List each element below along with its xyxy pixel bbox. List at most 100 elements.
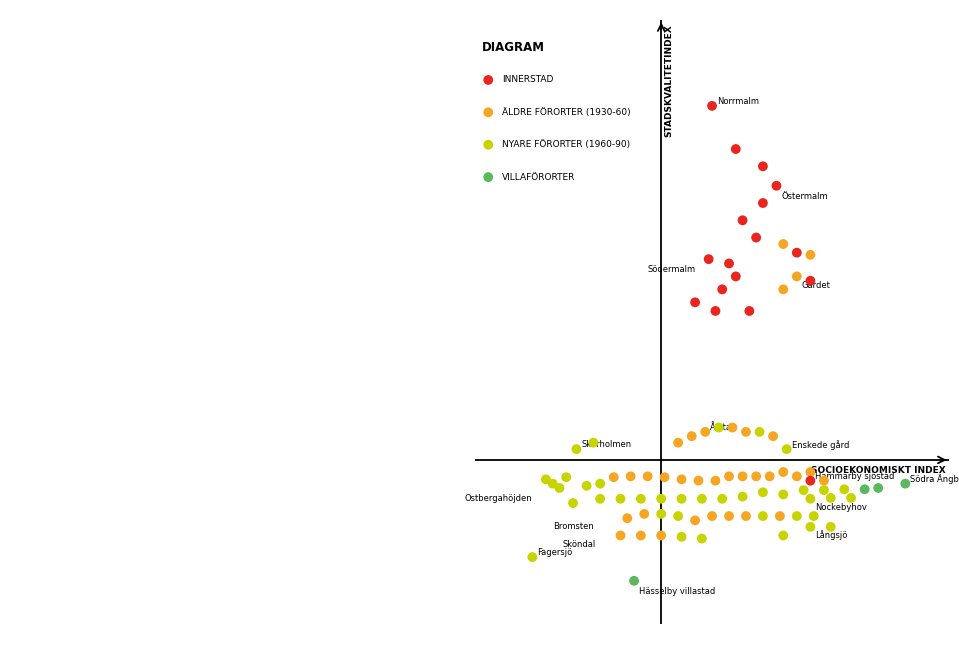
Text: Enskede gård: Enskede gård [792,440,849,450]
Text: Skärholmen: Skärholmen [581,440,632,449]
Point [714,493,730,504]
Text: Bromsten: Bromsten [552,523,594,531]
Point [593,493,608,504]
Point [623,471,639,482]
Point [789,471,805,482]
Text: Östermalm: Östermalm [782,192,829,201]
Point [545,478,560,489]
Point [697,426,713,437]
Point [653,493,668,504]
Text: INNERSTAD: INNERSTAD [502,75,553,84]
Point [480,107,496,118]
Text: Hässelby villastad: Hässelby villastad [639,587,715,596]
Point [653,530,668,541]
Point [776,467,791,477]
Text: Ostbergahöjden: Ostbergahöjden [464,494,532,503]
Point [725,422,740,433]
Text: DIAGRAM: DIAGRAM [481,41,545,54]
Point [748,232,763,242]
Text: Nockebyhov: Nockebyhov [815,503,867,512]
Text: Årsta: Årsta [711,423,733,432]
Point [735,215,750,226]
Point [728,271,743,281]
Point [674,493,690,504]
Point [898,478,913,489]
Point [756,511,771,521]
Point [480,140,496,150]
Point [569,444,584,454]
Point [626,576,642,586]
Point [796,485,811,495]
Point [551,483,567,493]
Text: Fagersjö: Fagersjö [537,548,573,557]
Point [640,471,655,482]
Point [756,198,771,208]
Point [480,75,496,85]
Point [714,284,730,294]
Point [823,493,838,503]
Point [566,498,581,508]
Text: STADSKVALITETINDEX: STADSKVALITETINDEX [664,24,673,136]
Text: Sköndal: Sköndal [563,540,596,549]
Point [670,511,686,521]
Point [816,475,831,486]
Point [704,101,719,111]
Point [694,533,710,543]
Point [765,431,781,441]
Text: Gärdet: Gärdet [802,281,830,289]
Point [769,181,784,191]
Point [613,530,628,541]
Point [606,472,621,482]
Point [735,491,750,502]
Point [807,511,822,521]
Text: SOCIOEKONOMISKT INDEX: SOCIOEKONOMISKT INDEX [811,467,946,475]
Point [721,258,737,268]
Point [653,509,668,519]
Point [684,431,699,441]
Text: ÄLDRE FÖRORTER (1930-60): ÄLDRE FÖRORTER (1930-60) [502,108,630,117]
Point [816,485,831,495]
Point [694,493,710,504]
Point [558,472,573,482]
Point [857,484,873,495]
Point [708,306,723,316]
Point [538,474,553,484]
Point [708,475,723,486]
Point [789,511,805,521]
Point [776,489,791,500]
Text: NYARE FÖRORTER (1960-90): NYARE FÖRORTER (1960-90) [502,140,630,150]
Point [480,172,496,182]
Point [752,426,767,437]
Point [688,297,703,307]
Text: VILLAFÖRORTER: VILLAFÖRORTER [502,173,575,181]
Point [620,513,635,523]
Point [823,522,838,532]
Point [633,530,648,541]
Point [593,478,608,489]
Point [748,471,763,482]
Point [803,276,818,286]
Point [728,144,743,154]
Point [779,444,794,454]
Point [803,522,818,532]
Point [613,493,628,504]
Point [579,480,595,491]
Text: Södra Ängby: Södra Ängby [910,474,959,484]
Point [688,515,703,526]
Point [803,493,818,504]
Point [657,472,672,482]
Text: Norrmalm: Norrmalm [717,97,760,106]
Point [701,254,716,265]
Point [586,437,601,448]
Text: Hammarby sjöstad: Hammarby sjöstad [815,472,895,481]
Point [789,248,805,258]
Point [843,493,858,503]
Point [756,487,771,497]
Point [637,509,652,519]
Point [803,475,818,486]
Point [712,422,727,433]
Text: Södermalm: Södermalm [647,265,696,274]
Point [721,471,737,482]
Point [772,511,787,521]
Point [633,493,648,504]
